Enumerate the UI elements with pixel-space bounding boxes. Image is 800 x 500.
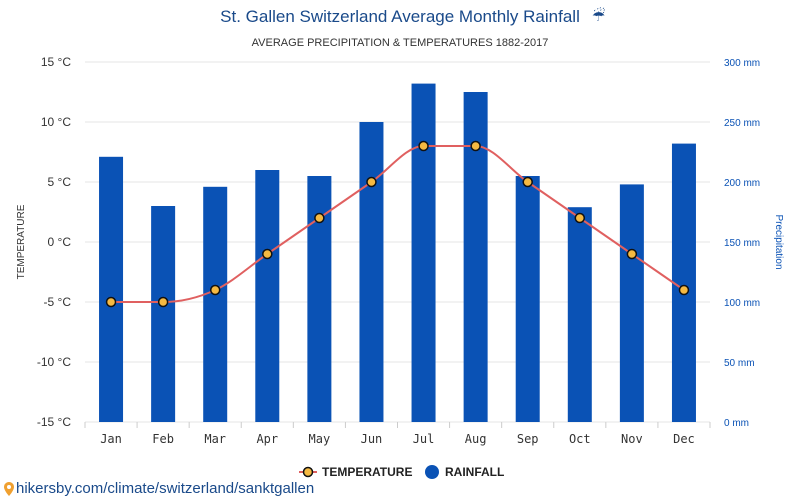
rainfall-bar[interactable] <box>515 176 540 422</box>
left-tick-label: -15 °C <box>37 415 71 429</box>
x-axis-ticks: Jan Feb Mar Apr May Jun Jul Aug Sep Oct Nov Dec <box>84 422 711 446</box>
legend-item-temperature[interactable]: TEMPERATURE <box>299 465 412 479</box>
source-text: hikersby.com/climate/switzerland/sanktga… <box>16 480 315 497</box>
left-tick-label: 15 °C <box>41 55 71 69</box>
x-tick-label: Nov <box>621 432 643 446</box>
chart-subtitle: AVERAGE PRECIPITATION & TEMPERATURES 188… <box>252 37 549 49</box>
left-axis-ticks: 15 °C 10 °C 5 °C 0 °C -5 °C -10 °C -15 °C <box>37 55 71 429</box>
x-tick-label: Jan <box>100 432 122 446</box>
legend-bar-swatch <box>425 465 439 479</box>
left-tick-label: 0 °C <box>48 235 72 249</box>
rainfall-bar[interactable] <box>255 170 280 422</box>
legend-label-rainfall: RAINFALL <box>445 465 504 479</box>
left-tick-label: 5 °C <box>48 175 72 189</box>
rainfall-bar[interactable] <box>619 184 644 422</box>
left-tick-label: 10 °C <box>41 115 71 129</box>
x-tick-label: Jun <box>361 432 383 446</box>
x-tick-label: Oct <box>569 432 591 446</box>
rainfall-bar[interactable] <box>99 156 124 423</box>
right-tick-label: 0 mm <box>724 418 749 429</box>
rainfall-bar[interactable] <box>567 207 592 422</box>
legend-item-rainfall[interactable]: RAINFALL <box>425 465 504 479</box>
location-pin-icon <box>4 481 14 496</box>
temperature-point[interactable] <box>105 296 117 308</box>
x-tick-label: May <box>309 432 331 446</box>
x-tick-label: Jul <box>413 432 435 446</box>
temperature-point[interactable] <box>626 248 638 260</box>
chart-title: St. Gallen Switzerland Average Monthly R… <box>220 7 580 26</box>
rainfall-bar[interactable] <box>151 206 176 422</box>
left-axis-title: TEMPERATURE <box>16 204 27 279</box>
right-tick-label: 50 mm <box>724 358 755 369</box>
left-tick-label: -10 °C <box>37 355 71 369</box>
temperature-point[interactable] <box>418 140 429 152</box>
rainfall-bar[interactable] <box>411 83 436 422</box>
right-axis-title: Precipitation <box>773 214 784 269</box>
legend-label-temperature: TEMPERATURE <box>322 465 412 479</box>
x-tick-label: Dec <box>673 432 695 446</box>
right-tick-label: 150 mm <box>724 238 760 249</box>
temperature-line <box>105 140 690 308</box>
x-tick-label: Mar <box>204 432 226 446</box>
temperature-point[interactable] <box>262 248 273 260</box>
right-axis-ticks: 300 mm 250 mm 200 mm 150 mm 100 mm 50 mm 0 mm <box>724 58 760 429</box>
umbrella-rain-icon: ☔ <box>592 7 605 25</box>
temperature-point[interactable] <box>314 212 325 224</box>
rainfall-bar[interactable] <box>671 143 696 422</box>
temperature-point[interactable] <box>470 140 481 152</box>
right-tick-label: 250 mm <box>724 118 760 129</box>
x-tick-label: Apr <box>256 432 278 446</box>
right-tick-label: 200 mm <box>724 178 760 189</box>
temperature-point[interactable] <box>157 296 169 308</box>
rainfall-bars <box>99 83 696 423</box>
legend: TEMPERATURE RAINFALL <box>299 465 504 479</box>
right-tick-label: 300 mm <box>724 58 760 69</box>
temperature-point[interactable] <box>209 284 221 296</box>
right-tick-label: 100 mm <box>724 298 760 309</box>
rainfall-bar[interactable] <box>359 122 384 422</box>
source-link[interactable]: hikersby.com/climate/switzerland/sanktga… <box>4 480 314 497</box>
x-tick-label: Sep <box>517 432 539 446</box>
temperature-point[interactable] <box>366 176 377 188</box>
rainfall-bar[interactable] <box>203 186 228 422</box>
temperature-point[interactable] <box>678 284 690 296</box>
temperature-point[interactable] <box>522 176 533 188</box>
temperature-point[interactable] <box>574 212 586 224</box>
legend-marker-swatch <box>302 466 314 478</box>
left-tick-label: -5 °C <box>44 295 72 309</box>
temperature-series-line <box>111 145 685 303</box>
x-tick-label: Feb <box>152 432 174 446</box>
x-tick-label: Aug <box>465 432 487 446</box>
